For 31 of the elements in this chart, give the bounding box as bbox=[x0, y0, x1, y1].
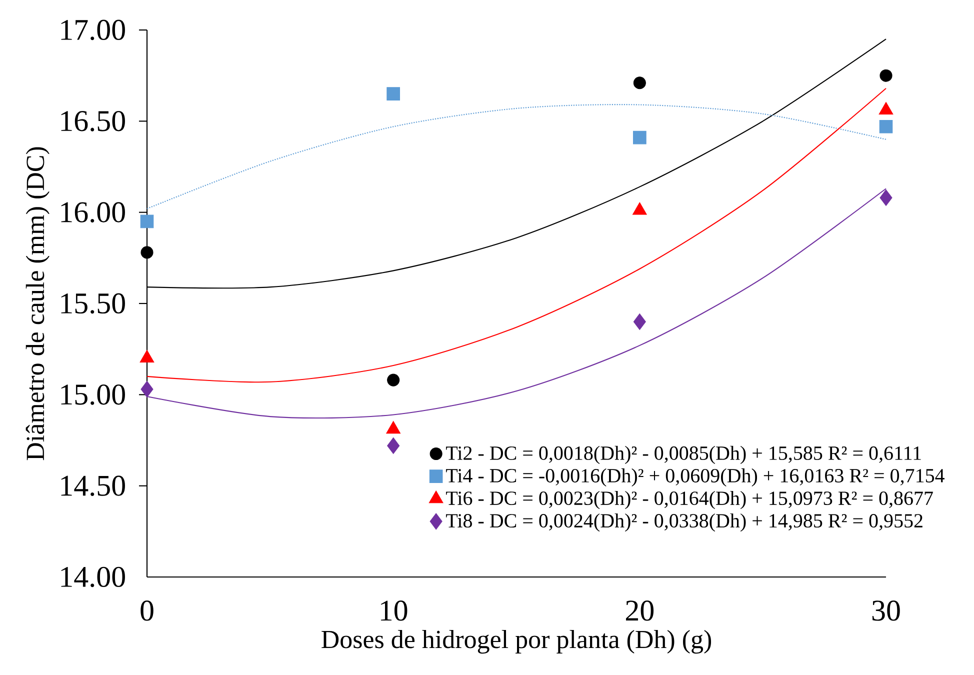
point bbox=[387, 374, 400, 386]
y-axis-title: Diâmetro de caule (mm) (DC) bbox=[26, 147, 50, 460]
y-tick-label: 14.00 bbox=[61, 566, 125, 588]
point bbox=[633, 76, 646, 90]
line-series bbox=[146, 104, 887, 210]
x-axis-title: Doses de hidrogel por planta (Dh) (g) bbox=[322, 630, 712, 654]
x-tick-label: 0 bbox=[140, 600, 154, 621]
y-tick-label: 14.50 bbox=[61, 476, 125, 496]
point bbox=[880, 69, 892, 82]
y-tick-label: 16.50 bbox=[61, 110, 125, 132]
point bbox=[880, 189, 892, 206]
line-series bbox=[146, 88, 887, 383]
point bbox=[387, 437, 400, 454]
point bbox=[386, 87, 400, 100]
legend-label: Ti8 - DC = 0,0024(Dh)² - 0,0338(Dh) + 14,985 R² = 0,9552 bbox=[446, 513, 922, 532]
point bbox=[879, 120, 893, 134]
y-tick-label: 15.00 bbox=[61, 384, 125, 405]
legend-label: Ti6 - DC = 0,0023(Dh)² - 0,0164(Dh) + 15,0973 R² = 0,8677 bbox=[446, 490, 933, 510]
x-tick-label: 10 bbox=[380, 600, 408, 621]
point bbox=[140, 214, 154, 228]
legend-label: Ti2 - DC = 0,0018(Dh)² - 0,0085(Dh) + 15,585 R² = 0,6111 bbox=[446, 446, 921, 464]
point bbox=[633, 313, 646, 330]
x-tick-label: 20 bbox=[626, 600, 654, 621]
x-tick-label: 30 bbox=[872, 600, 900, 621]
point bbox=[140, 246, 154, 259]
y-tick-label: 16.00 bbox=[61, 202, 125, 223]
point bbox=[633, 130, 646, 144]
y-tick-label: 15.50 bbox=[61, 293, 125, 314]
point bbox=[140, 380, 154, 398]
y-tick-label: 17.00 bbox=[61, 20, 125, 40]
legend-label: Ti4 - DC = -0,0016(Dh)² + 0,0609(Dh) + 16,0163 R² = 0,7154 bbox=[446, 468, 944, 487]
